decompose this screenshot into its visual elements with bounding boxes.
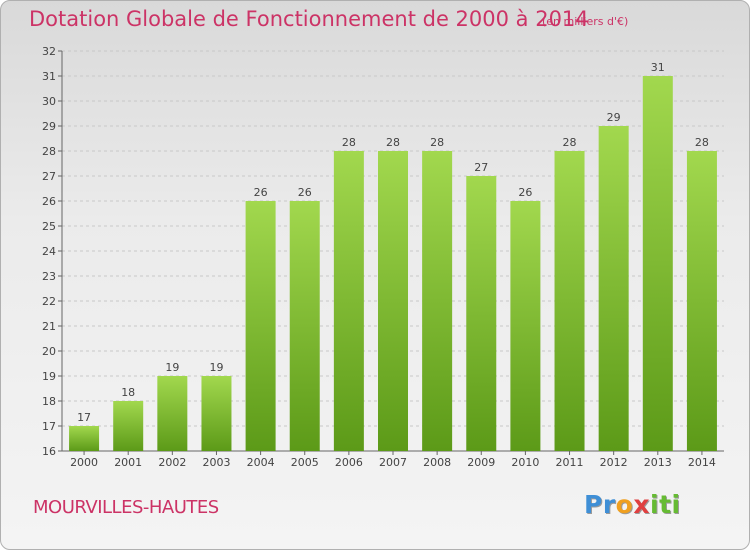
bar[interactable] <box>422 151 453 451</box>
x-tick-label: 2011 <box>556 456 584 469</box>
x-tick-label: 2004 <box>247 456 275 469</box>
data-label: 28 <box>563 136 577 149</box>
data-label: 28 <box>386 136 400 149</box>
data-label: 19 <box>209 361 223 374</box>
x-tick-label: 2012 <box>600 456 628 469</box>
bar[interactable] <box>598 126 629 451</box>
data-label: 18 <box>121 386 135 399</box>
y-tick-label: 18 <box>42 395 56 408</box>
data-label: 28 <box>695 136 709 149</box>
chart-title: Dotation Globale de Fonctionnement de 20… <box>29 7 589 31</box>
x-tick-label: 2013 <box>644 456 672 469</box>
y-tick-label: 20 <box>42 345 56 358</box>
bar[interactable] <box>113 401 144 451</box>
data-label: 28 <box>342 136 356 149</box>
y-tick-label: 30 <box>42 95 56 108</box>
bar[interactable] <box>554 151 585 451</box>
data-label: 29 <box>607 111 621 124</box>
y-tick-label: 22 <box>42 295 56 308</box>
bar[interactable] <box>333 151 364 451</box>
value-labels: 17 18 19 19 26 26 28 28 28 27 26 28 29 31 28 <box>77 61 709 424</box>
data-label: 26 <box>298 186 312 199</box>
axes: 16 17 18 19 20 21 22 23 24 25 26 27 28 29 30 31 32 2000 20… <box>42 45 724 469</box>
y-tick-label: 17 <box>42 420 56 433</box>
data-label: 17 <box>77 411 91 424</box>
y-tick-label: 21 <box>42 320 56 333</box>
y-tick-label: 26 <box>42 195 56 208</box>
bar[interactable] <box>378 151 408 451</box>
x-tick-label: 2005 <box>291 456 319 469</box>
bar[interactable] <box>69 426 100 451</box>
data-label: 26 <box>254 186 268 199</box>
proxiti-logo[interactable]: Proxiti <box>584 490 681 519</box>
y-tick-label: 32 <box>42 45 56 58</box>
data-label: 27 <box>474 161 488 174</box>
x-tick-label: 2008 <box>423 456 451 469</box>
y-tick-label: 19 <box>42 370 56 383</box>
x-tick-label: 2006 <box>335 456 363 469</box>
bar[interactable] <box>289 201 320 451</box>
x-tick-label: 2014 <box>688 456 716 469</box>
y-tick-label: 25 <box>42 220 56 233</box>
chart-subtitle: (en milliers d'€) <box>542 15 629 28</box>
data-label: 19 <box>165 361 179 374</box>
bar[interactable] <box>642 76 673 451</box>
y-tick-label: 16 <box>42 445 56 458</box>
bar[interactable] <box>157 376 188 451</box>
commune-name: MOURVILLES-HAUTES <box>33 497 219 518</box>
y-tick-label: 31 <box>42 70 56 83</box>
bar[interactable] <box>201 376 232 451</box>
bar[interactable] <box>510 201 541 451</box>
bar[interactable] <box>686 151 717 451</box>
x-tick-label: 2001 <box>114 456 142 469</box>
x-tick-label: 2009 <box>467 456 495 469</box>
data-label: 28 <box>430 136 444 149</box>
data-label: 26 <box>518 186 532 199</box>
x-tick-label: 2010 <box>511 456 539 469</box>
bars <box>69 76 717 451</box>
bar[interactable] <box>466 176 497 451</box>
bar[interactable] <box>245 201 276 451</box>
x-tick-label: 2000 <box>70 456 98 469</box>
x-tick-label: 2003 <box>202 456 230 469</box>
x-tick-label: 2002 <box>158 456 186 469</box>
x-tick-label: 2007 <box>379 456 407 469</box>
y-tick-label: 28 <box>42 145 56 158</box>
y-tick-label: 24 <box>42 245 56 258</box>
data-label: 31 <box>651 61 665 74</box>
y-tick-label: 29 <box>42 120 56 133</box>
y-tick-label: 27 <box>42 170 56 183</box>
y-tick-label: 23 <box>42 270 56 283</box>
